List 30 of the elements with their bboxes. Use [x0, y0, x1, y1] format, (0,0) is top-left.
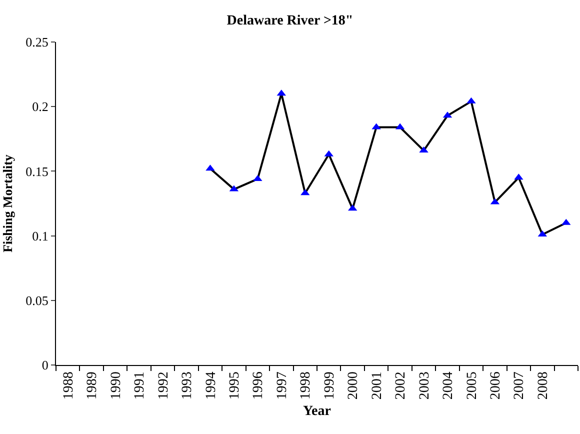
x-tick-label: 1990: [108, 372, 124, 400]
y-axis-title: Fishing Mortality: [0, 154, 15, 252]
x-tick-label: 1991: [132, 372, 148, 400]
x-tick-label: 2001: [370, 372, 385, 400]
chart-title: Delaware River >18": [226, 13, 354, 28]
x-tick-label: 1994: [204, 372, 219, 400]
y-tick-label: 0.2: [32, 99, 48, 114]
x-tick-label: 1993: [180, 372, 196, 400]
y-tick-label: 0.15: [26, 164, 48, 179]
x-tick-label: 1996: [251, 372, 266, 400]
y-tick-label: 0.05: [26, 292, 48, 308]
x-tick-label: 2003: [417, 372, 432, 400]
x-tick-label: 1999: [322, 372, 338, 400]
x-tick-label: 2004: [441, 372, 456, 400]
x-tick-label: 2000: [346, 372, 362, 400]
x-tick-label: 1998: [298, 372, 314, 400]
y-tick-label: 0.1: [32, 228, 48, 244]
x-tick-label: 2008: [536, 372, 551, 400]
x-tick-label: 2002: [394, 372, 409, 400]
x-tick-label: 1992: [156, 372, 172, 400]
x-tick-label: 2006: [488, 372, 504, 400]
x-tick-label: 1997: [274, 372, 290, 400]
x-tick-label: 2007: [512, 372, 528, 400]
x-tick-label: 1995: [228, 372, 242, 400]
x-axis-title: Year: [303, 404, 331, 419]
x-tick-label: 1989: [85, 372, 100, 400]
x-tick-label: 1988: [61, 372, 76, 400]
y-tick-label: 0.25: [26, 34, 48, 50]
x-tick-label: 2005: [464, 372, 480, 400]
y-tick-label: 0: [42, 358, 48, 373]
